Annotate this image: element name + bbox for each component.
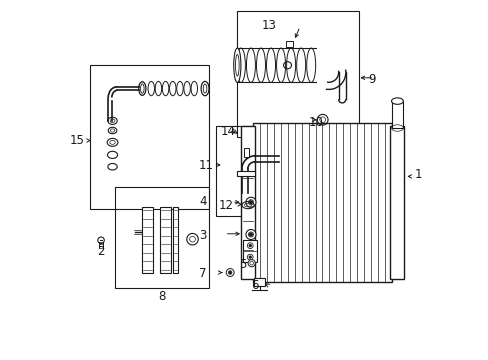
Bar	[237, 171, 255, 176]
Circle shape	[228, 271, 231, 274]
Text: 6: 6	[251, 279, 258, 292]
Text: 11: 11	[199, 159, 214, 172]
Bar	[253, 123, 391, 282]
Text: 14: 14	[220, 125, 235, 138]
Text: 15: 15	[70, 134, 85, 147]
Text: 10: 10	[308, 116, 323, 129]
Bar	[160, 207, 171, 273]
Text: 7: 7	[199, 267, 206, 280]
Text: 1: 1	[414, 168, 422, 181]
Text: 13: 13	[262, 19, 276, 32]
Bar	[244, 148, 248, 157]
Ellipse shape	[228, 271, 231, 274]
Text: 4: 4	[199, 195, 206, 208]
Text: 12: 12	[218, 199, 233, 212]
Bar	[90, 65, 208, 209]
Bar	[215, 126, 280, 216]
Bar	[237, 12, 359, 137]
Text: 5: 5	[239, 258, 246, 271]
Ellipse shape	[248, 200, 253, 205]
Text: 2: 2	[97, 245, 104, 258]
Bar	[241, 126, 254, 279]
Circle shape	[249, 244, 251, 247]
Ellipse shape	[98, 237, 104, 243]
Circle shape	[249, 201, 252, 204]
Ellipse shape	[245, 229, 255, 239]
Ellipse shape	[247, 243, 253, 248]
Bar	[243, 240, 257, 262]
Ellipse shape	[247, 254, 253, 260]
Ellipse shape	[248, 232, 253, 237]
Bar	[115, 187, 208, 288]
Bar	[142, 207, 153, 273]
Circle shape	[249, 233, 252, 236]
Circle shape	[249, 256, 251, 258]
Ellipse shape	[226, 269, 234, 276]
Bar	[254, 278, 264, 286]
Bar	[172, 207, 178, 273]
Text: 9: 9	[367, 73, 375, 86]
Bar	[391, 101, 403, 128]
Ellipse shape	[247, 260, 255, 267]
Ellipse shape	[245, 197, 255, 207]
Ellipse shape	[233, 48, 241, 82]
Bar	[389, 126, 403, 279]
Ellipse shape	[249, 261, 253, 265]
Bar	[285, 41, 292, 47]
Ellipse shape	[391, 98, 403, 104]
Text: 8: 8	[158, 290, 165, 303]
Text: 3: 3	[199, 229, 206, 242]
